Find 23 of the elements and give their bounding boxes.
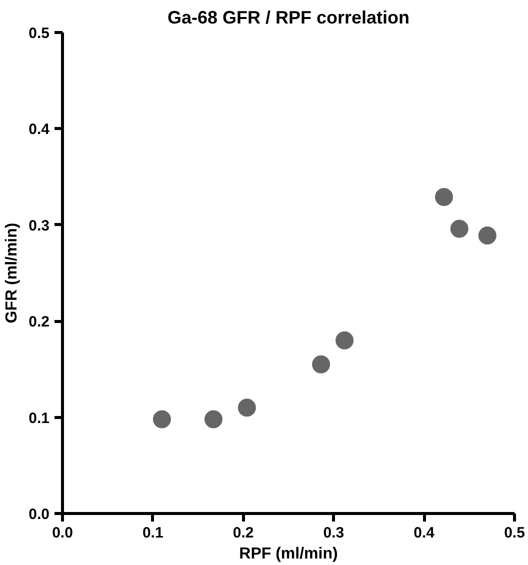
point: [312, 355, 330, 374]
x-tick-label: 0.5: [504, 524, 525, 542]
y-tick-label: 0.1: [28, 410, 50, 427]
x-tick-label: 0.2: [232, 524, 254, 542]
point: [152, 410, 171, 428]
point: [336, 331, 354, 350]
y-tick-label: 0.3: [28, 217, 50, 234]
x-tick-label: 0.4: [414, 524, 436, 542]
point: [238, 398, 256, 417]
x-tick-label: 0.3: [323, 524, 344, 542]
point: [450, 220, 468, 238]
point: [434, 188, 453, 206]
y-tick-label: 0.0: [28, 506, 50, 523]
y-axis-title: GFR (ml/min): [4, 222, 21, 324]
point: [204, 410, 222, 428]
x-axis-title: RPF (ml/min): [239, 546, 338, 562]
y-tick-label: 0.4: [28, 121, 50, 138]
point: [478, 226, 496, 244]
x-tick-label: 0.1: [142, 524, 164, 542]
chart-title: Ga-68 GFR / RPF correlation: [167, 8, 410, 28]
x-tick-label: 0.0: [52, 524, 73, 542]
y-tick-label: 0.2: [28, 314, 50, 331]
y-tick-label: 0.5: [28, 25, 50, 42]
